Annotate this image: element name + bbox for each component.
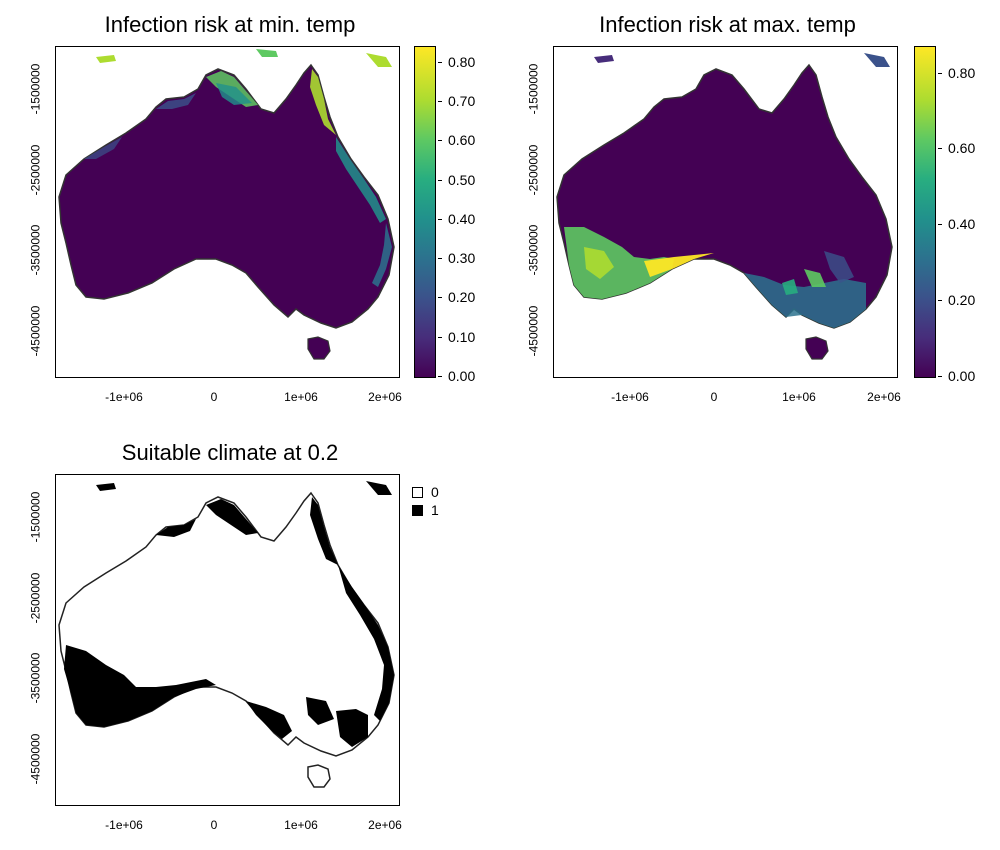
colorbar-tick	[438, 61, 442, 63]
colorbar-tick	[438, 179, 442, 181]
x-tick: 1e+06	[284, 818, 318, 832]
y-tick: -3500000	[526, 224, 541, 276]
y-tick: -3500000	[28, 652, 43, 704]
x-tick: -1e+06	[105, 818, 143, 832]
y-tick: -2500000	[28, 572, 43, 624]
map-frame	[553, 46, 898, 378]
colorbar-tick-label: 0.60	[448, 132, 476, 149]
colorbar-tick-label: 0.80	[448, 53, 476, 70]
colorbar-tick	[438, 140, 442, 142]
colorbar-tick-label: 0.50	[448, 171, 476, 188]
colorbar	[414, 46, 436, 378]
colorbar-tick	[938, 376, 942, 377]
australia-risk-map	[556, 53, 893, 360]
y-tick: -2500000	[28, 144, 43, 196]
y-tick: -4500000	[28, 733, 43, 785]
map-frame	[55, 46, 400, 378]
colorbar-tick-label: 0.10	[448, 328, 476, 345]
colorbar-tick-label: 0.70	[448, 93, 476, 109]
x-tick: 1e+06	[782, 390, 816, 404]
y-tick: -1500000	[28, 491, 43, 543]
colorbar-tick	[438, 218, 442, 220]
y-tick: -2500000	[526, 144, 541, 196]
colorbar-tick-label: 0.60	[948, 140, 976, 157]
x-tick: 1e+06	[284, 390, 318, 404]
panel-title: Infection risk at max. temp	[599, 12, 856, 37]
colorbar-tick-label: 0.30	[448, 250, 476, 267]
colorbar	[914, 46, 936, 378]
colorbar-tick-label: 0.20	[448, 289, 476, 306]
y-tick: -1500000	[526, 63, 541, 115]
legend-label: 1	[431, 502, 439, 518]
colorbar-tick	[438, 297, 442, 299]
colorbar-tick	[938, 72, 942, 74]
legend-swatch	[412, 486, 423, 498]
map-frame	[55, 474, 400, 806]
x-tick: 2e+06	[867, 390, 901, 404]
colorbar-tick	[438, 258, 442, 260]
x-tick: 2e+06	[368, 390, 402, 404]
legend-item-0: 0	[412, 484, 439, 500]
colorbar-tick	[438, 336, 442, 338]
colorbar-tick-label: 0.00	[448, 368, 476, 384]
panel-title: Suitable climate at 0.2	[121, 440, 339, 465]
australia-suitability-map	[58, 481, 395, 788]
x-tick: -1e+06	[105, 390, 143, 404]
legend-item-1: 1	[412, 502, 439, 518]
panel-title: Infection risk at min. temp	[104, 12, 356, 37]
colorbar-tick-label: 0.40	[948, 216, 976, 233]
colorbar-tick	[938, 148, 942, 150]
x-tick: -1e+06	[611, 390, 649, 404]
legend-label: 0	[431, 484, 439, 500]
colorbar-tick	[938, 224, 942, 226]
y-tick: -4500000	[28, 305, 43, 357]
x-tick: 0	[210, 390, 218, 404]
x-tick: 0	[710, 390, 718, 404]
y-tick: -1500000	[28, 63, 43, 115]
colorbar-tick	[438, 101, 442, 102]
y-tick: -3500000	[28, 224, 43, 276]
legend-swatch	[412, 504, 423, 516]
colorbar-tick	[438, 376, 442, 377]
australia-risk-map	[58, 49, 395, 360]
y-tick: -4500000	[526, 305, 541, 357]
colorbar-tick	[938, 300, 942, 302]
colorbar-tick-label: 0.80	[948, 64, 976, 81]
x-tick: 2e+06	[368, 818, 402, 832]
colorbar-tick-label: 0.20	[948, 292, 976, 309]
colorbar-tick-label: 0.00	[948, 368, 976, 384]
colorbar-tick-label: 0.40	[448, 210, 476, 227]
x-tick: 0	[210, 818, 218, 832]
